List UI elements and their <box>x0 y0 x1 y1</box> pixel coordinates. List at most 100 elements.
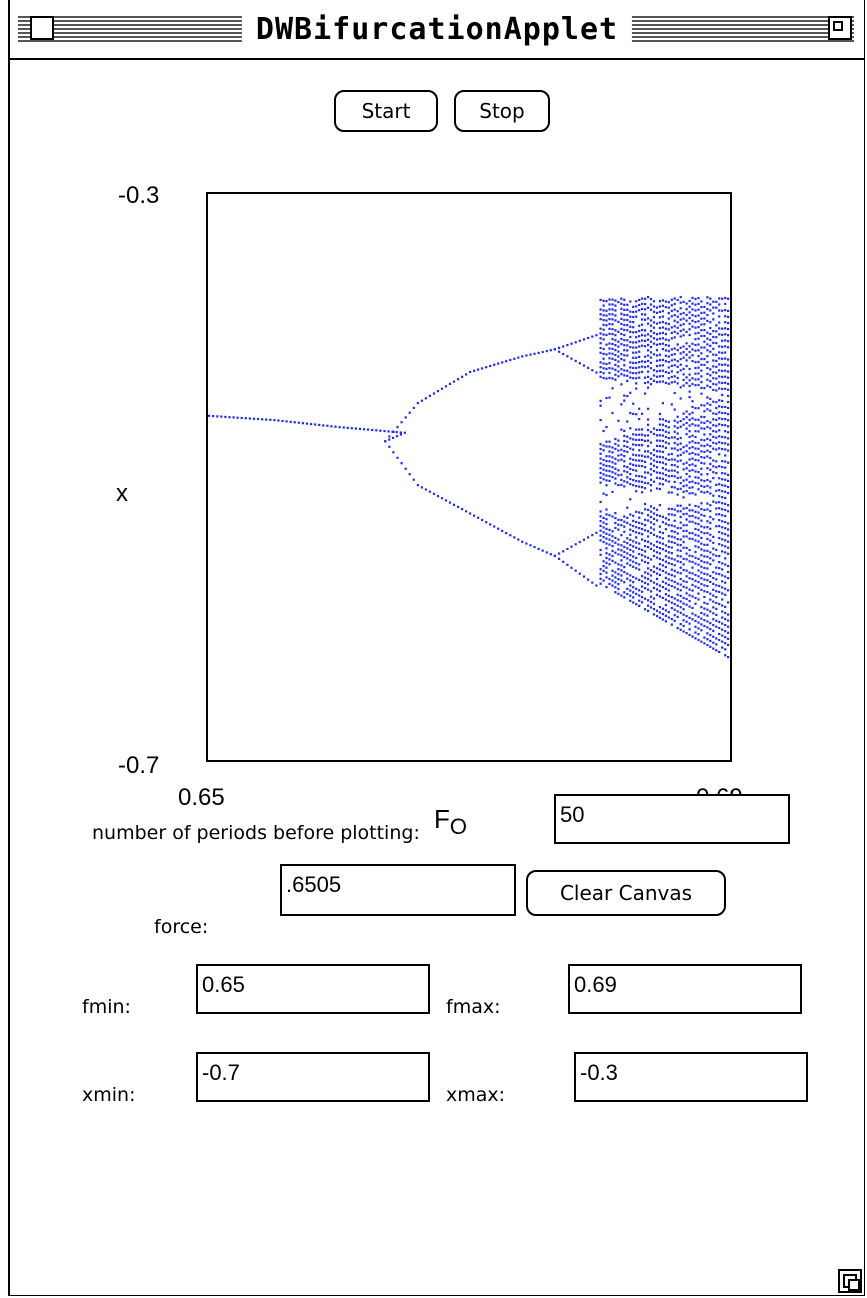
chaos-point <box>688 447 691 450</box>
period1-point <box>318 423 321 426</box>
period2-lower-point <box>501 529 504 532</box>
xmin-input[interactable]: -0.7 <box>196 1052 430 1102</box>
chaos-point <box>712 647 715 650</box>
chaos-point <box>709 639 712 642</box>
chaos-point <box>629 427 632 430</box>
close-box-icon[interactable] <box>30 16 54 40</box>
fmax-input[interactable]: 0.69 <box>568 964 802 1014</box>
chaos-point <box>679 442 682 445</box>
chaos-point <box>694 481 697 485</box>
chaos-point <box>679 346 682 349</box>
chaos-point <box>718 531 721 534</box>
chaos-point <box>670 618 673 621</box>
bifurcation-plot-canvas[interactable] <box>206 192 732 762</box>
chaos-point <box>691 440 694 443</box>
chaos-point <box>632 530 635 533</box>
chaos-point <box>623 525 626 528</box>
chaos-point <box>667 513 670 516</box>
period1-point <box>277 419 280 422</box>
chaos-point <box>706 602 709 605</box>
chaos-point <box>694 361 697 364</box>
chaos-point <box>632 412 635 415</box>
chaos-point <box>614 447 617 450</box>
chaos-point <box>605 571 608 574</box>
force-input[interactable]: .6505 <box>280 864 516 916</box>
chaos-point <box>605 508 608 511</box>
chaos-point <box>682 485 685 488</box>
chaos-point <box>724 375 727 378</box>
zoom-box-icon[interactable] <box>828 16 852 40</box>
chaos-point <box>700 392 703 395</box>
chaos-point <box>682 630 685 633</box>
chaos-point <box>721 478 724 481</box>
chaos-point <box>658 487 661 491</box>
period2-upper-point <box>505 360 508 363</box>
chaos-point <box>664 419 667 422</box>
chaos-point <box>679 594 682 597</box>
chaos-point <box>620 373 623 376</box>
chaos-point <box>700 300 703 303</box>
stop-button[interactable]: Stop <box>454 90 550 132</box>
chaos-point <box>611 456 614 459</box>
chaos-point <box>647 609 650 612</box>
chaos-point <box>632 519 635 522</box>
chaos-point <box>679 555 682 558</box>
chaos-point <box>649 361 653 364</box>
chaos-point <box>670 304 673 307</box>
chaos-point <box>709 439 712 442</box>
chaos-point <box>655 365 659 368</box>
chaos-point <box>676 315 679 318</box>
chaos-point <box>658 445 661 448</box>
chaos-point <box>715 466 718 469</box>
chaos-point <box>638 568 641 571</box>
chaos-point <box>667 301 670 304</box>
period2-lower-point <box>432 492 436 495</box>
chaos-point <box>697 470 700 474</box>
chaos-point <box>670 353 673 356</box>
chaos-point <box>673 353 676 356</box>
chaos-point <box>694 510 697 513</box>
chaos-point <box>664 425 667 428</box>
chaos-point <box>623 566 626 569</box>
chaos-point <box>691 319 694 322</box>
chaos-point <box>697 505 700 508</box>
chaos-point <box>703 566 706 570</box>
chaos-point <box>727 315 730 318</box>
chaos-point <box>649 542 653 545</box>
chaos-point <box>629 412 632 415</box>
period2-upper-point <box>469 370 472 374</box>
xmax-input[interactable]: -0.3 <box>574 1052 808 1102</box>
chaos-point <box>611 357 614 360</box>
chaos-point <box>632 351 635 354</box>
chaos-point <box>700 479 703 482</box>
chaos-point <box>682 619 685 622</box>
chaos-point <box>638 324 641 327</box>
chaos-point <box>655 572 659 575</box>
start-button[interactable]: Start <box>334 90 438 132</box>
period1-point <box>330 425 333 428</box>
chaos-point <box>620 453 623 456</box>
title-bar[interactable]: DWBifurcationApplet <box>10 0 864 60</box>
chaos-point <box>658 616 661 619</box>
chaos-point <box>667 360 670 364</box>
chaos-point <box>673 336 676 339</box>
chaos-point <box>721 442 724 445</box>
chaos-point <box>605 426 608 429</box>
chaos-point <box>641 302 644 305</box>
chaos-point <box>718 602 721 606</box>
chaos-point <box>623 439 626 443</box>
clear-canvas-button[interactable]: Clear Canvas <box>526 870 726 916</box>
fmin-input[interactable]: 0.65 <box>196 964 430 1014</box>
chaos-point <box>685 353 688 356</box>
chaos-point <box>697 592 700 595</box>
chaos-point <box>611 569 614 572</box>
chaos-point <box>694 315 697 318</box>
chaos-point <box>620 337 623 341</box>
chaos-point <box>664 327 667 330</box>
y-min-tick-label: -0.7 <box>118 752 160 779</box>
chaos-point <box>635 443 638 447</box>
resize-grow-box-icon[interactable] <box>838 1269 862 1293</box>
chaos-point <box>655 577 659 580</box>
chaos-point <box>638 464 641 467</box>
periods-input[interactable]: 50 <box>554 794 790 844</box>
